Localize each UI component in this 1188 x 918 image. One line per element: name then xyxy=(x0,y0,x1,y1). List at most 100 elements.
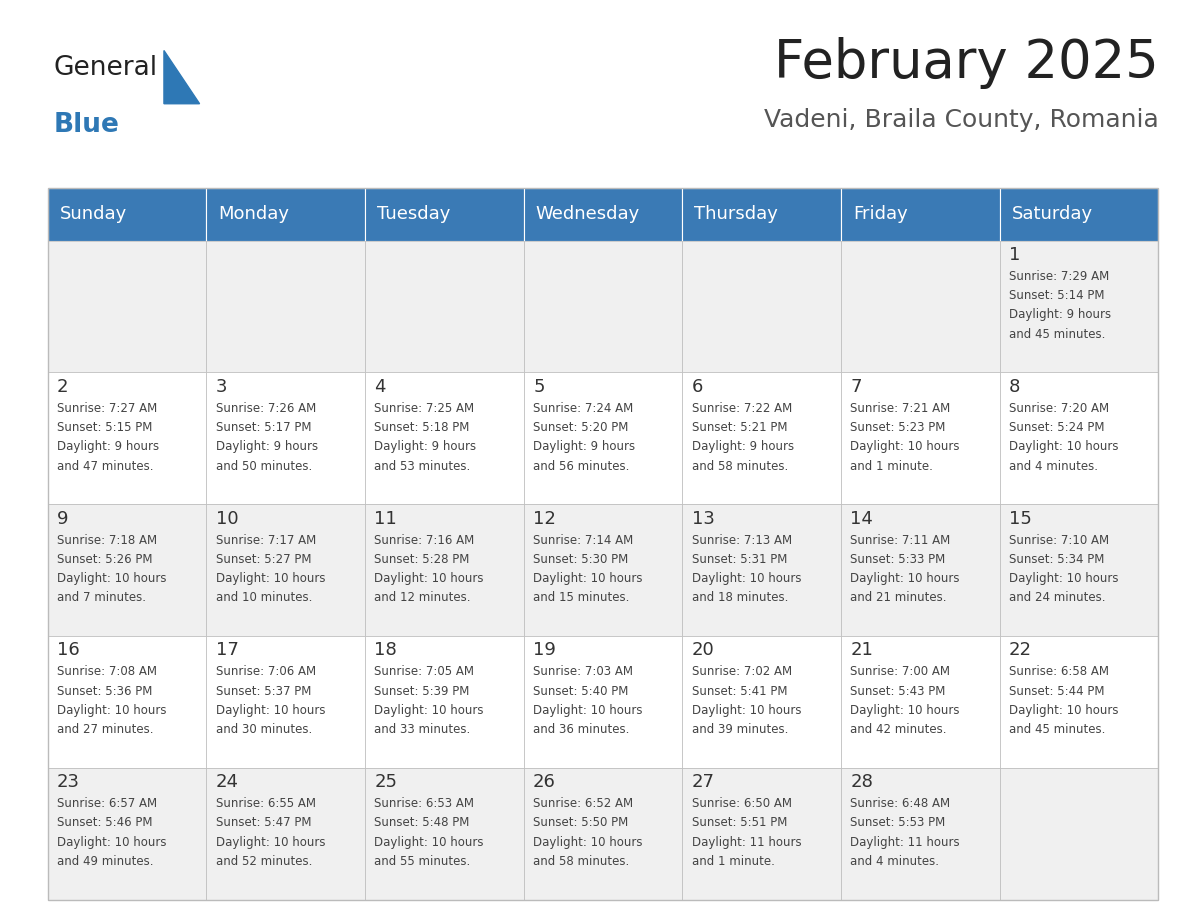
Text: Daylight: 10 hours: Daylight: 10 hours xyxy=(1009,704,1119,717)
Text: 26: 26 xyxy=(533,773,556,791)
Bar xyxy=(682,241,841,373)
Bar xyxy=(999,373,1158,504)
Bar xyxy=(841,767,999,900)
Text: Sunset: 5:43 PM: Sunset: 5:43 PM xyxy=(851,685,946,698)
Text: Sunrise: 7:26 AM: Sunrise: 7:26 AM xyxy=(216,402,316,415)
Text: Sunrise: 7:29 AM: Sunrise: 7:29 AM xyxy=(1009,270,1110,283)
Text: Sunset: 5:47 PM: Sunset: 5:47 PM xyxy=(216,816,311,830)
Bar xyxy=(365,188,524,241)
Text: Sunset: 5:24 PM: Sunset: 5:24 PM xyxy=(1009,421,1105,434)
Text: Sunset: 5:37 PM: Sunset: 5:37 PM xyxy=(216,685,311,698)
Text: 2: 2 xyxy=(57,378,69,396)
Text: 25: 25 xyxy=(374,773,398,791)
Text: Sunrise: 7:27 AM: Sunrise: 7:27 AM xyxy=(57,402,157,415)
Text: and 12 minutes.: and 12 minutes. xyxy=(374,591,470,604)
Text: and 42 minutes.: and 42 minutes. xyxy=(851,723,947,736)
Text: 24: 24 xyxy=(216,773,239,791)
Text: 5: 5 xyxy=(533,378,544,396)
Text: Sunrise: 7:06 AM: Sunrise: 7:06 AM xyxy=(216,666,316,678)
Text: Daylight: 10 hours: Daylight: 10 hours xyxy=(691,572,801,585)
Bar xyxy=(999,241,1158,373)
Text: Daylight: 9 hours: Daylight: 9 hours xyxy=(216,441,318,453)
Text: Sunrise: 7:25 AM: Sunrise: 7:25 AM xyxy=(374,402,474,415)
Text: Sunset: 5:44 PM: Sunset: 5:44 PM xyxy=(1009,685,1105,698)
Bar xyxy=(365,241,524,373)
Text: Sunset: 5:31 PM: Sunset: 5:31 PM xyxy=(691,553,788,565)
Bar xyxy=(48,241,207,373)
Bar xyxy=(524,241,682,373)
Text: Daylight: 10 hours: Daylight: 10 hours xyxy=(533,704,643,717)
Text: 19: 19 xyxy=(533,642,556,659)
Text: Sunrise: 7:14 AM: Sunrise: 7:14 AM xyxy=(533,533,633,546)
Bar xyxy=(48,188,207,241)
Text: 3: 3 xyxy=(216,378,227,396)
Text: Sunset: 5:41 PM: Sunset: 5:41 PM xyxy=(691,685,788,698)
Text: Sunrise: 6:58 AM: Sunrise: 6:58 AM xyxy=(1009,666,1110,678)
Text: Daylight: 11 hours: Daylight: 11 hours xyxy=(851,835,960,849)
Bar xyxy=(207,504,365,636)
Text: Sunset: 5:48 PM: Sunset: 5:48 PM xyxy=(374,816,469,830)
Text: and 49 minutes.: and 49 minutes. xyxy=(57,855,153,868)
Text: and 47 minutes.: and 47 minutes. xyxy=(57,460,153,473)
Text: Sunrise: 7:00 AM: Sunrise: 7:00 AM xyxy=(851,666,950,678)
Text: 28: 28 xyxy=(851,773,873,791)
Text: Sunset: 5:18 PM: Sunset: 5:18 PM xyxy=(374,421,469,434)
Text: Sunrise: 7:22 AM: Sunrise: 7:22 AM xyxy=(691,402,792,415)
Text: 7: 7 xyxy=(851,378,862,396)
Text: Daylight: 9 hours: Daylight: 9 hours xyxy=(374,441,476,453)
Text: 1: 1 xyxy=(1009,246,1020,264)
Text: Sunset: 5:36 PM: Sunset: 5:36 PM xyxy=(57,685,152,698)
Text: Sunset: 5:51 PM: Sunset: 5:51 PM xyxy=(691,816,788,830)
Text: 14: 14 xyxy=(851,509,873,528)
Text: and 36 minutes.: and 36 minutes. xyxy=(533,723,630,736)
Text: Sunset: 5:27 PM: Sunset: 5:27 PM xyxy=(216,553,311,565)
Text: and 56 minutes.: and 56 minutes. xyxy=(533,460,630,473)
Bar xyxy=(207,636,365,767)
Text: Sunrise: 7:08 AM: Sunrise: 7:08 AM xyxy=(57,666,157,678)
Bar xyxy=(682,504,841,636)
Text: Blue: Blue xyxy=(53,112,119,138)
Text: Daylight: 10 hours: Daylight: 10 hours xyxy=(851,441,960,453)
Bar xyxy=(841,636,999,767)
Text: and 1 minute.: and 1 minute. xyxy=(851,460,934,473)
Bar xyxy=(999,767,1158,900)
Text: Sunrise: 6:53 AM: Sunrise: 6:53 AM xyxy=(374,797,474,811)
Text: Saturday: Saturday xyxy=(1011,206,1093,223)
Text: and 58 minutes.: and 58 minutes. xyxy=(691,460,788,473)
Text: and 10 minutes.: and 10 minutes. xyxy=(216,591,312,604)
Text: Sunset: 5:33 PM: Sunset: 5:33 PM xyxy=(851,553,946,565)
Text: and 4 minutes.: and 4 minutes. xyxy=(1009,460,1098,473)
Text: February 2025: February 2025 xyxy=(773,37,1158,89)
Text: Sunset: 5:26 PM: Sunset: 5:26 PM xyxy=(57,553,152,565)
Bar xyxy=(365,504,524,636)
Text: 13: 13 xyxy=(691,509,715,528)
Bar xyxy=(841,373,999,504)
Text: Daylight: 10 hours: Daylight: 10 hours xyxy=(533,572,643,585)
Text: 20: 20 xyxy=(691,642,714,659)
Text: 17: 17 xyxy=(216,642,239,659)
Bar xyxy=(524,188,682,241)
Text: Sunset: 5:30 PM: Sunset: 5:30 PM xyxy=(533,553,628,565)
Text: and 50 minutes.: and 50 minutes. xyxy=(216,460,312,473)
Text: Sunset: 5:14 PM: Sunset: 5:14 PM xyxy=(1009,289,1105,302)
Text: Sunrise: 7:21 AM: Sunrise: 7:21 AM xyxy=(851,402,950,415)
Bar xyxy=(48,188,1158,900)
Text: Sunset: 5:46 PM: Sunset: 5:46 PM xyxy=(57,816,152,830)
Text: Sunrise: 6:50 AM: Sunrise: 6:50 AM xyxy=(691,797,791,811)
Text: Daylight: 9 hours: Daylight: 9 hours xyxy=(57,441,159,453)
Text: Sunset: 5:20 PM: Sunset: 5:20 PM xyxy=(533,421,628,434)
Text: Sunrise: 6:48 AM: Sunrise: 6:48 AM xyxy=(851,797,950,811)
Text: Sunrise: 6:57 AM: Sunrise: 6:57 AM xyxy=(57,797,157,811)
Bar xyxy=(682,188,841,241)
Text: and 18 minutes.: and 18 minutes. xyxy=(691,591,788,604)
Text: and 33 minutes.: and 33 minutes. xyxy=(374,723,470,736)
Text: Daylight: 10 hours: Daylight: 10 hours xyxy=(533,835,643,849)
Text: 10: 10 xyxy=(216,509,239,528)
Text: Daylight: 9 hours: Daylight: 9 hours xyxy=(691,441,794,453)
Text: and 55 minutes.: and 55 minutes. xyxy=(374,855,470,868)
Text: Daylight: 10 hours: Daylight: 10 hours xyxy=(216,704,326,717)
Text: Sunset: 5:28 PM: Sunset: 5:28 PM xyxy=(374,553,469,565)
Text: and 45 minutes.: and 45 minutes. xyxy=(1009,723,1106,736)
Text: Daylight: 10 hours: Daylight: 10 hours xyxy=(1009,441,1119,453)
Text: 4: 4 xyxy=(374,378,386,396)
